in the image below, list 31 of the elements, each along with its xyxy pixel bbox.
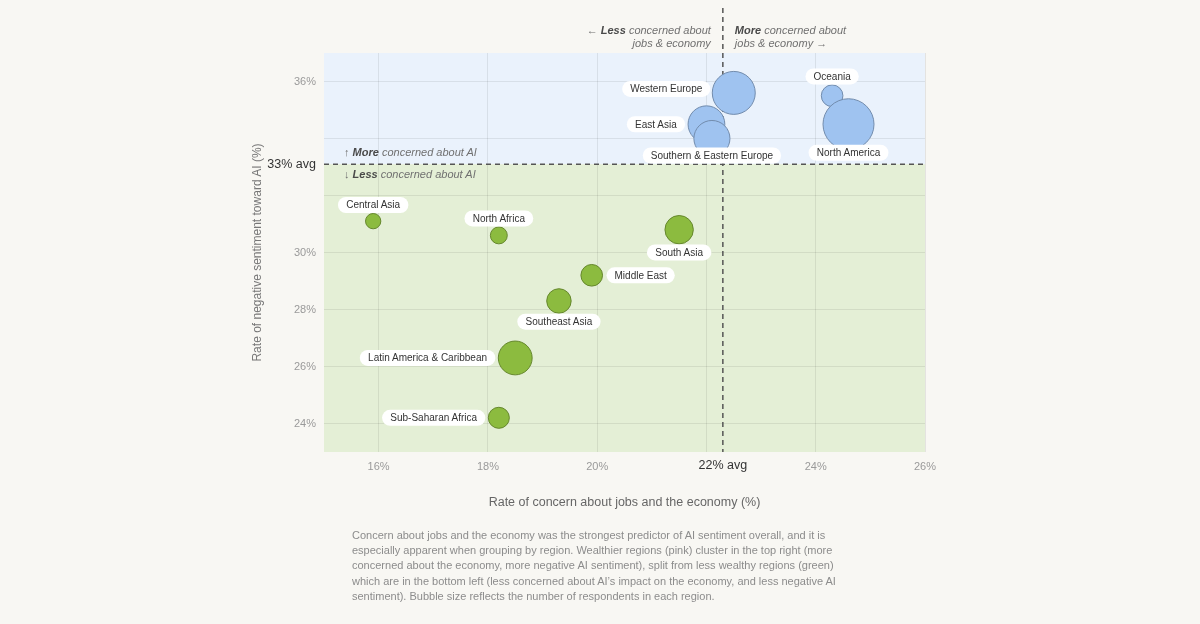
x-axis-title: Rate of concern about jobs and the economy (%) [488, 494, 761, 509]
series-label: Oceania [813, 70, 852, 82]
x-tick-label: 26% [913, 459, 937, 472]
series-label: East Asia [635, 118, 678, 130]
x-tick-label: 16% [367, 459, 390, 472]
series-label: North Africa [472, 212, 526, 224]
series-label: Southern & Eastern Europe [650, 149, 774, 161]
series-label: Southeast Asia [525, 315, 593, 327]
y-tick-label: 28% [293, 302, 317, 315]
series-label: Sub-Saharan Africa [390, 412, 478, 424]
x-tick-label: 20% [586, 459, 609, 472]
series-label: North America [816, 147, 881, 158]
series-label: Western Europe [630, 83, 703, 95]
text: ← Less concerned about jobs & economy [586, 24, 711, 49]
y-tick-label: 24% [293, 416, 317, 429]
band-label: ↓ Less concerned about AI [344, 168, 476, 182]
ref-line-label: 22% avg [698, 458, 748, 473]
y-tick-label: 36% [293, 74, 317, 87]
series-label: South Asia [655, 246, 704, 258]
series-label: Central Asia [346, 199, 401, 211]
x-tick-label: 24% [804, 459, 827, 472]
x-tick-label: 18% [476, 459, 500, 472]
series-label: Latin America & Caribbean [368, 352, 488, 364]
y-axis-title: Rate of negative sentiment toward AI (%) [249, 143, 264, 362]
text: Concern about jobs and the economy was the strongest predictor of AI sentiment overall, and it is especially apparent when grouping by region. Wealthier regions (pink) cluster in the top right (more concerned about the economy, more negative AI sentiment), split from less wealthy regions (green) which are in the bottom left (less concerned about AI’s impact on the economy, and less negative AI sentiment). Bubble size reflects the number of respondents in each region. [352, 528, 836, 604]
text: More concerned about jobs & economy → [734, 24, 847, 49]
ref-line-label: 33% avg [267, 156, 317, 171]
band-label: ↑ More concerned about AI [344, 146, 477, 160]
series-label: Middle East [614, 269, 667, 281]
y-tick-label: 26% [293, 359, 317, 372]
y-tick-label: 30% [293, 245, 317, 258]
